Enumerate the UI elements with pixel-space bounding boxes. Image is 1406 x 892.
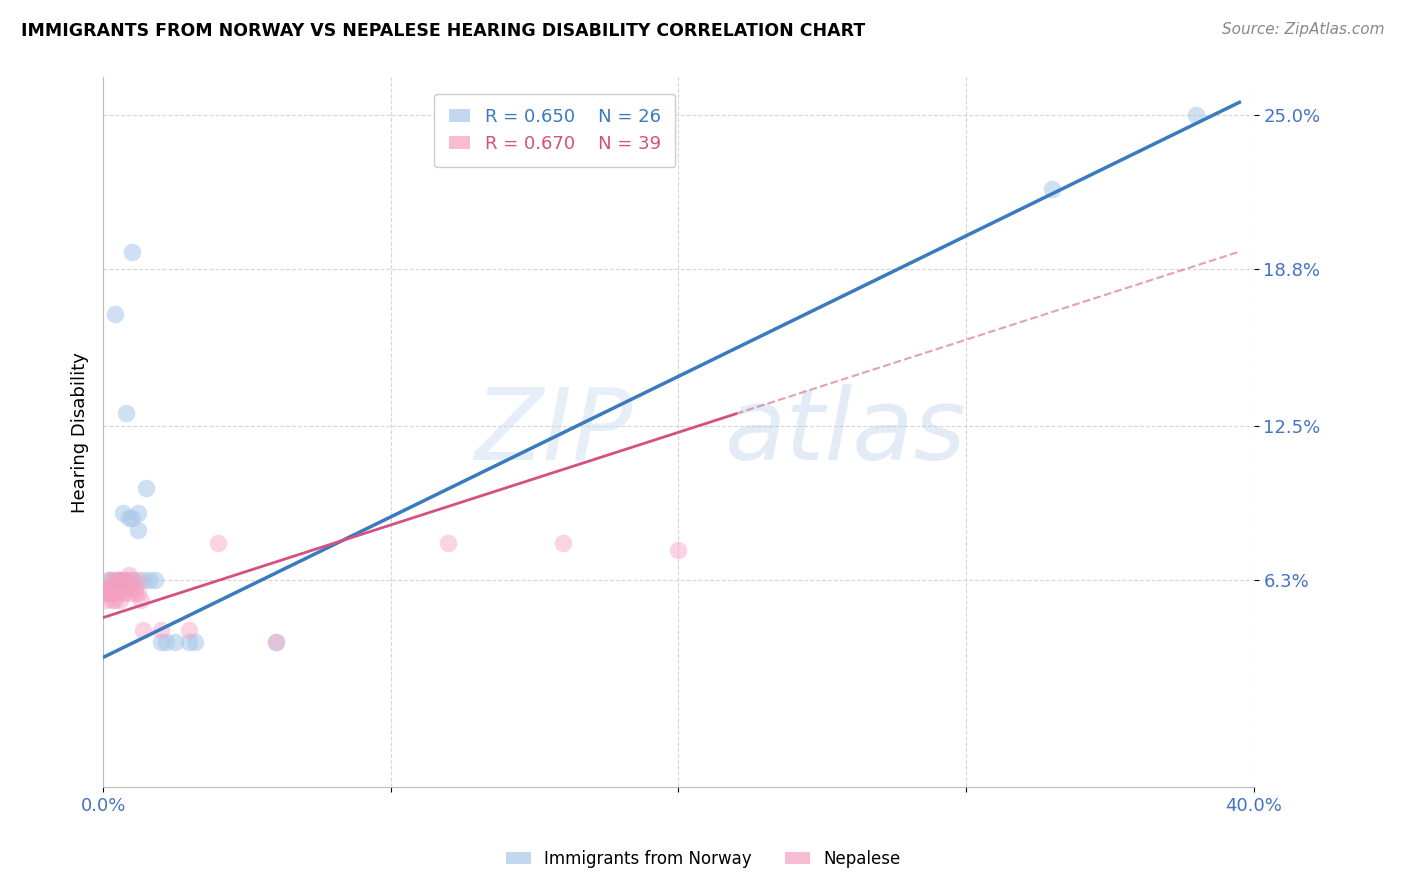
Point (107, 581, 129, 595)
Point (135, 481, 157, 495)
Legend: R = 0.650    N = 26, R = 0.670    N = 39: R = 0.650 N = 26, R = 0.670 N = 39 (434, 94, 675, 168)
Text: atlas: atlas (724, 384, 966, 481)
Y-axis label: Hearing Disability: Hearing Disability (72, 351, 89, 513)
Point (94, 593, 117, 607)
Point (149, 635, 172, 649)
Point (207, 536, 229, 550)
Point (112, 506, 135, 520)
Point (184, 635, 207, 649)
Point (127, 585, 149, 599)
Point (127, 573, 149, 587)
Point (1185, 108, 1208, 122)
Point (115, 581, 138, 595)
Point (124, 585, 146, 599)
Point (668, 543, 690, 558)
Point (118, 585, 141, 599)
Point (132, 573, 155, 587)
Point (121, 244, 143, 259)
Point (155, 635, 177, 649)
Point (138, 573, 160, 587)
Point (129, 593, 152, 607)
Point (97, 573, 120, 587)
Point (121, 573, 143, 587)
Point (115, 407, 138, 421)
Point (553, 536, 575, 550)
Point (100, 573, 122, 587)
Point (127, 506, 149, 520)
Point (100, 581, 122, 595)
Point (121, 581, 143, 595)
Point (264, 635, 287, 649)
Point (97, 573, 120, 587)
Point (127, 524, 149, 538)
Point (112, 573, 135, 587)
Point (179, 635, 201, 649)
Point (107, 585, 129, 599)
Point (110, 581, 132, 595)
Point (104, 593, 127, 607)
Point (100, 593, 122, 607)
Point (179, 623, 201, 637)
Point (94, 581, 117, 595)
Point (118, 568, 141, 582)
Point (1040, 182, 1063, 196)
Point (143, 573, 166, 587)
Point (115, 573, 138, 587)
Point (121, 511, 143, 525)
Point (112, 585, 135, 599)
Point (94, 585, 117, 599)
Text: Source: ZipAtlas.com: Source: ZipAtlas.com (1222, 22, 1385, 37)
Point (104, 585, 127, 599)
Text: ZIP: ZIP (474, 384, 633, 481)
Point (163, 635, 186, 649)
Point (100, 585, 122, 599)
Point (97, 585, 120, 599)
Point (107, 573, 129, 587)
Point (104, 573, 127, 587)
Legend: Immigrants from Norway, Nepalese: Immigrants from Norway, Nepalese (499, 844, 907, 875)
Point (104, 307, 127, 321)
Point (437, 536, 460, 550)
Point (110, 573, 132, 587)
Point (124, 581, 146, 595)
Point (149, 623, 172, 637)
Point (264, 635, 287, 649)
Point (97, 581, 120, 595)
Point (110, 593, 132, 607)
Point (115, 573, 138, 587)
Point (118, 511, 141, 525)
Point (110, 573, 132, 587)
Text: IMMIGRANTS FROM NORWAY VS NEPALESE HEARING DISABILITY CORRELATION CHART: IMMIGRANTS FROM NORWAY VS NEPALESE HEARI… (21, 22, 865, 40)
Point (132, 623, 155, 637)
Point (121, 573, 143, 587)
Point (107, 573, 129, 587)
